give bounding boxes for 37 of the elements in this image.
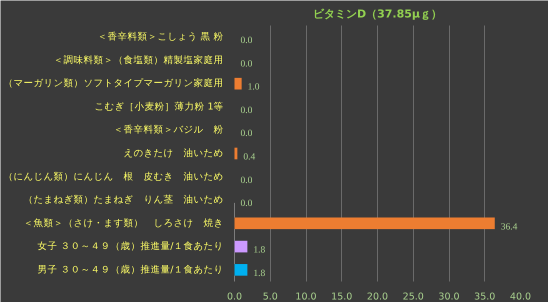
y-tick-label: ＜調味料類＞（食塩類）精製塩家庭用 (54, 54, 224, 66)
data-label: 1.0 (248, 82, 260, 93)
x-tick-label: 0.0 (226, 292, 242, 302)
bar (234, 148, 238, 160)
y-tick-label: ＜香辛料類＞こしょう 黒 粉 (97, 30, 224, 43)
x-tick-label: 10.0 (295, 292, 317, 302)
y-tick-label: 女子 ３０～４９（歳）推進量/１食あたり (37, 240, 224, 252)
x-tick-label: 20.0 (366, 292, 388, 302)
data-label: 36.4 (500, 222, 518, 232)
data-label: 0.0 (240, 36, 253, 46)
x-tick-label: 5.0 (262, 292, 278, 302)
x-tick-label: 40.0 (510, 292, 532, 302)
data-label: 1.8 (253, 268, 266, 279)
y-tick-label: こむぎ［小麦粉］薄力粉 1等 (94, 100, 224, 112)
x-tick-label: 25.0 (402, 292, 424, 302)
bar (234, 240, 248, 252)
y-tick-label: （たまねぎ類）たまねぎ りん茎 油いため (24, 194, 224, 206)
data-label: 0.0 (240, 106, 253, 116)
bar (234, 218, 495, 230)
x-tick-label: 35.0 (474, 292, 496, 302)
y-tick-label: ＜香辛料類＞バジル 粉 (114, 124, 224, 136)
y-tick-label: 男子 ３０～４９（歳）推進量/１食あたり (37, 263, 224, 276)
data-label: 0.0 (240, 59, 253, 70)
y-tick-label: えのきたけ 油いため (124, 147, 224, 159)
chart-title: ビタミンD（37.85μｇ） (312, 8, 442, 20)
y-tick-label: （にんじん類）にんじん 根 皮むき 油いため (4, 170, 224, 182)
y-tick-label: ＜魚類＞（さけ・ます類） しろさけ 焼き (24, 216, 224, 229)
y-tick-label: （マーガリン類）ソフトタイプマーガリン家庭用 (4, 77, 224, 90)
x-tick-label: 30.0 (438, 292, 460, 302)
data-label: 0.0 (240, 176, 253, 186)
data-label: 0.0 (240, 199, 253, 210)
x-tick-label: 15.0 (331, 292, 352, 302)
bar (234, 264, 248, 276)
data-label: 0.4 (243, 152, 256, 162)
bar (234, 78, 242, 90)
data-label: 0.0 (240, 129, 253, 140)
data-label: 1.8 (253, 246, 266, 256)
